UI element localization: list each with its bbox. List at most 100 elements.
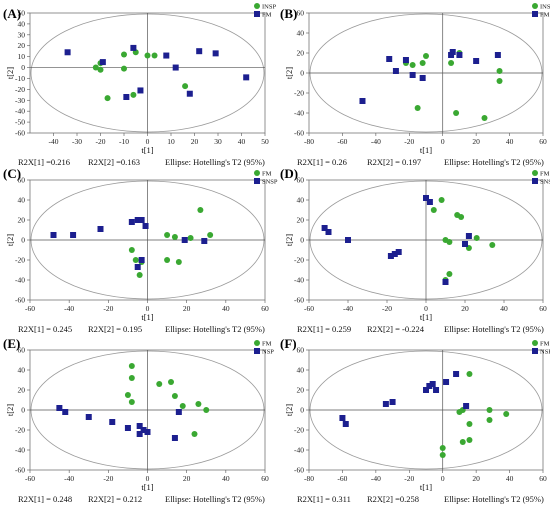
data-point-fm <box>458 214 465 220</box>
panel-0: (A)-40 -30 -20 -10 0 10 20 30 40 50-60-50-40-30-2… <box>3 3 276 167</box>
stats-text: R2X[2] =0.163 <box>88 157 140 167</box>
data-point-nsp <box>56 405 63 411</box>
data-point-snsp <box>423 195 429 201</box>
data-point-nsp <box>140 427 147 433</box>
data-point-insp <box>414 105 421 111</box>
data-point-fm <box>392 68 399 74</box>
y-tick-label: -60 <box>294 129 304 138</box>
y-tick-label: -20 <box>294 256 304 265</box>
legend-label: FM <box>262 341 272 348</box>
x-tick-label: 40 <box>500 304 508 313</box>
x-tick-label: 60 <box>261 304 269 313</box>
legend-label: INSP <box>262 4 276 11</box>
panel-label: (D) <box>280 166 298 181</box>
legend-label: INSP <box>540 4 550 11</box>
data-point-nsp <box>443 379 450 385</box>
x-tick-label: 40 <box>238 137 246 146</box>
data-point-fm <box>446 239 453 245</box>
data-point-snsp <box>50 232 57 238</box>
data-point-nsp <box>144 429 151 435</box>
data-point-snsp <box>462 241 468 247</box>
legend-label: FM <box>540 341 550 348</box>
legend-label: NSP <box>540 349 550 356</box>
y-tick-label: 60 <box>18 176 26 185</box>
data-point-fm <box>473 235 480 241</box>
x-tick-label: -40 <box>371 137 381 146</box>
data-point-fm <box>187 235 194 241</box>
data-point-snsp <box>391 251 398 257</box>
data-point-fm <box>130 44 137 51</box>
data-point-fm <box>459 439 466 445</box>
y-tick-label: -50 <box>15 118 25 127</box>
y-tick-label: 40 <box>18 366 26 375</box>
y-axis-label: t[2] <box>5 67 15 79</box>
legend-label: NSP <box>262 349 274 356</box>
data-point-nsp <box>423 387 429 393</box>
y-tick-label: 0 <box>300 236 304 245</box>
y-tick-label: -20 <box>294 426 304 435</box>
legend-marker <box>254 340 260 346</box>
data-point-snsp <box>201 238 208 244</box>
data-point-insp <box>423 53 429 59</box>
x-tick-label: -60 <box>25 474 35 483</box>
x-tick-label: -30 <box>72 137 82 146</box>
data-point-insp <box>97 66 104 73</box>
data-point-insp <box>419 60 426 66</box>
stats-text: Ellipse: Hotelling's T2 (95%) <box>444 324 544 334</box>
data-point-nsp <box>62 409 69 415</box>
stats-text: R2X[1] = 0.245 <box>18 324 72 334</box>
x-tick-label: 10 <box>167 137 175 146</box>
x-tick-label: 20 <box>472 137 480 146</box>
data-point-snsp <box>142 223 149 229</box>
y-tick-label: -40 <box>15 276 25 285</box>
legend-marker <box>532 178 538 184</box>
x-tick-label: -40 <box>64 474 74 483</box>
y-tick-label: -40 <box>294 109 304 118</box>
data-point-nsp <box>463 403 470 409</box>
panel-label: (A) <box>3 6 21 21</box>
panel-label: (C) <box>3 166 21 181</box>
data-point-fm <box>136 272 143 278</box>
y-tick-label: 60 <box>297 9 305 18</box>
data-point-insp <box>409 62 416 68</box>
x-axis-label: t[1] <box>141 312 153 322</box>
data-point-snsp <box>325 229 332 235</box>
data-point-fm <box>164 232 171 238</box>
stats-text: Ellipse: Hotelling's T2 (95%) <box>165 494 265 504</box>
data-point-insp <box>453 110 460 116</box>
y-tick-label: 40 <box>18 19 26 28</box>
data-point-insp <box>448 60 455 66</box>
legend-marker <box>254 11 260 17</box>
y-tick-label: 20 <box>297 49 305 58</box>
y-tick-label: -30 <box>15 96 25 105</box>
legend-marker <box>532 11 538 17</box>
data-point-fm <box>128 375 135 381</box>
data-point-nsp <box>389 399 396 405</box>
data-point-nsp <box>429 381 436 387</box>
x-tick-label: 60 <box>539 137 547 146</box>
y-tick-label: 20 <box>18 216 26 225</box>
data-point-fm <box>207 232 214 238</box>
data-point-fm <box>156 381 163 387</box>
stats-text: R2X[2] = 0.197 <box>367 157 421 167</box>
y-tick-label: -20 <box>15 426 25 435</box>
data-point-fm <box>64 49 71 56</box>
data-point-fm <box>503 411 510 417</box>
y-tick-label: -40 <box>15 446 25 455</box>
data-point-fm <box>99 59 106 66</box>
data-point-fm <box>402 57 409 63</box>
panel-1: (B)-80 -60 -40 -20 0 20 40 60-60-40-200204060t[… <box>280 3 550 167</box>
y-axis-label: t[2] <box>284 234 294 246</box>
y-axis-label: t[2] <box>284 404 294 416</box>
data-point-fm <box>123 94 130 100</box>
data-point-fm <box>195 401 202 407</box>
y-tick-label: -40 <box>15 107 25 116</box>
data-point-fm <box>186 90 193 97</box>
data-point-insp <box>92 64 99 71</box>
data-point-insp <box>104 95 111 102</box>
stats-text: R2X[1] =0.216 <box>18 157 70 167</box>
panel-3: (D) -60 -40 -20 0 20 40 60 -60 -40 -20 0 20 40 60 t[1] t… <box>280 166 550 334</box>
x-tick-label: -20 <box>382 304 392 313</box>
legend-label: SNSP <box>262 179 278 186</box>
